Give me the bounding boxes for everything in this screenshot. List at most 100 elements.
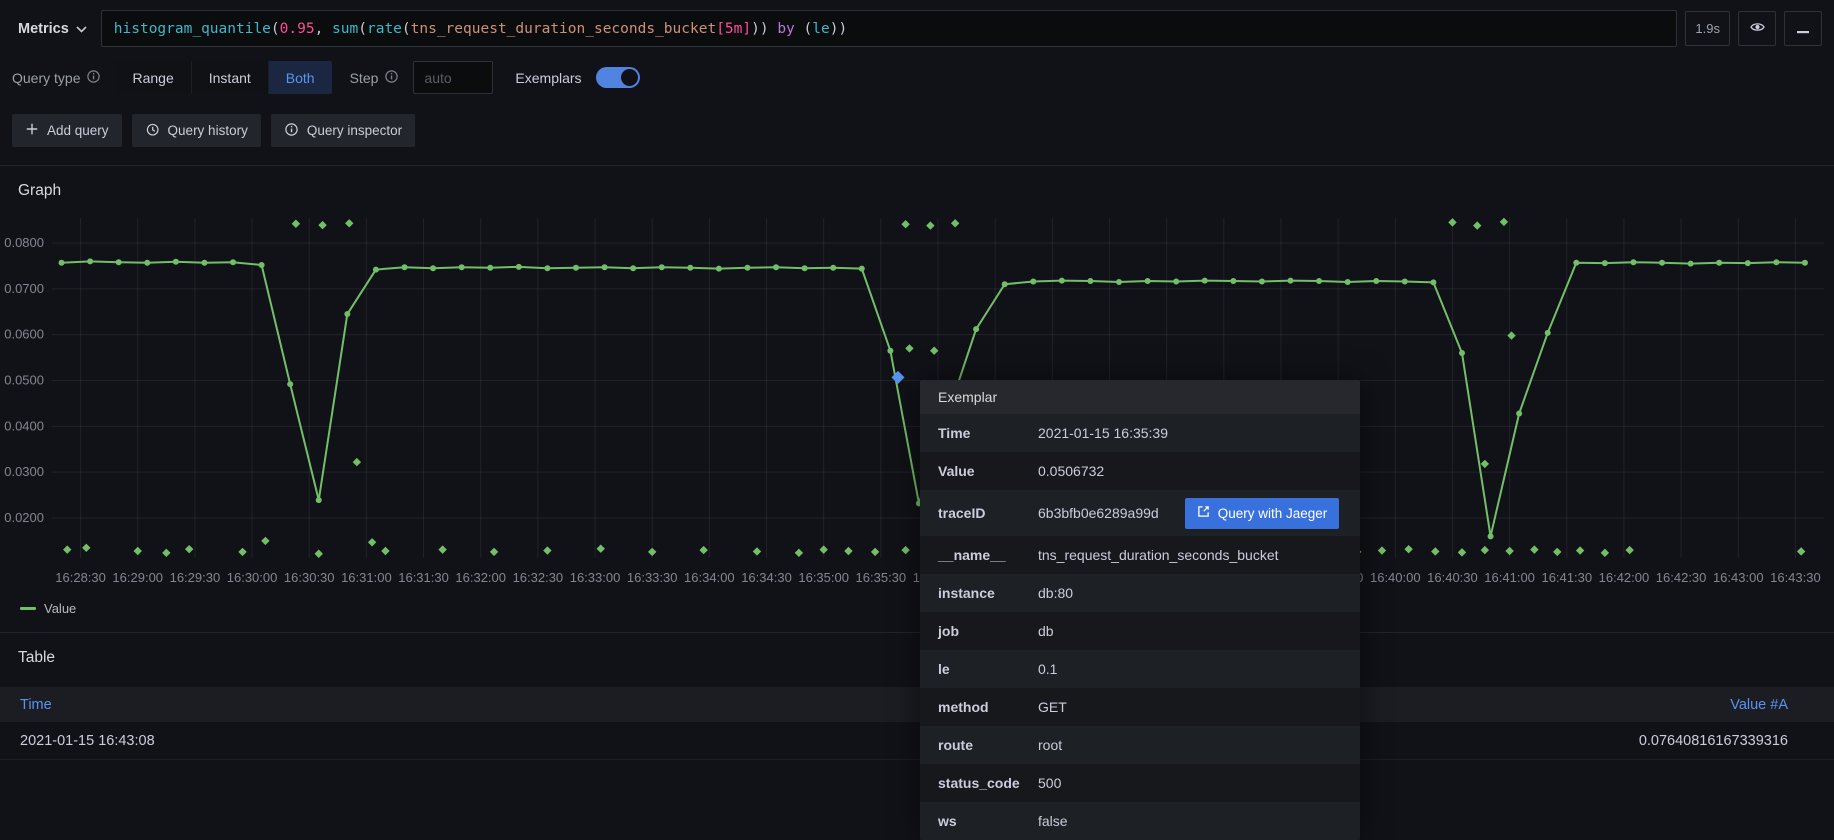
exemplar-field-label: traceID [938,505,986,521]
metrics-dropdown-label: Metrics [18,20,69,37]
graph-panel: Graph 16:28:30 16:29:00 16:29:30 16:30:00 16… [0,165,1834,632]
svg-text:16:32:30: 16:32:30 [513,570,564,585]
exemplar-field-label: __name__ [938,547,1006,563]
exemplar-field-label: le [938,661,950,677]
table-panel-title[interactable]: Table [18,649,56,666]
svg-text:16:31:00: 16:31:00 [341,570,392,585]
svg-text:0.0500: 0.0500 [4,373,44,388]
svg-text:16:35:00: 16:35:00 [798,570,849,585]
exemplar-field-label: method [938,699,989,715]
query-type-instant-button[interactable]: Instant [192,61,269,94]
svg-text:16:41:00: 16:41:00 [1484,570,1535,585]
query-with-jaeger-label: Query with Jaeger [1217,505,1328,521]
table-header-value[interactable]: Value #A [1730,696,1788,713]
exemplar-field-value: 2021-01-15 16:35:39 [1038,425,1168,441]
collapse-query-row-button[interactable] [1784,11,1822,46]
svg-text:16:30:00: 16:30:00 [227,570,278,585]
table-header-time[interactable]: Time [20,696,52,713]
query-inspector-label: Query inspector [306,123,403,138]
exemplar-field-row: Value 0.0506732 [920,452,1360,490]
exemplar-field-value: 500 [1038,775,1062,791]
svg-text:16:34:30: 16:34:30 [741,570,792,585]
eye-icon [1749,19,1766,38]
info-icon [284,122,299,140]
promql-query-input[interactable]: histogram_quantile(0.95, sum(rate(tns_re… [100,10,1678,47]
query-token: rate [366,20,402,37]
exemplar-field-label: route [938,737,973,753]
explore-actions-row: Add query Query history Query inspector [0,102,1834,165]
svg-text:16:40:30: 16:40:30 [1427,570,1478,585]
query-token: tns_request_duration_seconds_bucket [410,20,717,37]
exemplar-field-value: db:80 [1038,585,1074,601]
svg-text:16:33:30: 16:33:30 [627,570,678,585]
query-history-button[interactable]: Query history [131,114,261,147]
query-type-range-button[interactable]: Range [115,61,192,94]
info-icon[interactable] [86,69,101,87]
exemplar-field-value: db [1038,623,1054,639]
query-inspector-button[interactable]: Query inspector [270,114,416,147]
exemplar-field-row: status_code 500 [920,764,1360,802]
svg-text:16:29:30: 16:29:30 [170,570,221,585]
exemplar-field-row: ws false [920,802,1360,840]
query-type-label-group: Query type [12,69,101,87]
step-label-group: Step [350,69,400,87]
minus-icon [1797,21,1809,37]
legend-series-swatch [20,607,36,610]
svg-text:0.0700: 0.0700 [4,281,44,296]
exemplar-field-row: le 0.1 [920,650,1360,688]
chevron-down-icon [76,21,87,37]
exemplar-tooltip-title: Exemplar [920,380,1360,414]
query-token: , [314,20,333,37]
svg-text:0.0300: 0.0300 [4,464,44,479]
exemplar-field-label: status_code [938,775,1020,791]
exemplar-field-label: Value [938,463,975,479]
exemplar-field-label: ws [938,813,957,829]
query-token: ( [794,20,813,37]
exemplar-field-value: tns_request_duration_seconds_bucket [1038,547,1279,563]
query-history-label: Query history [167,123,248,138]
svg-text:16:41:30: 16:41:30 [1541,570,1592,585]
exemplar-field-row: __name__ tns_request_duration_seconds_buc… [920,536,1360,574]
exemplar-field-row: job db [920,612,1360,650]
graph-panel-title[interactable]: Graph [18,182,62,199]
svg-text:16:29:00: 16:29:00 [112,570,163,585]
query-token: ( [401,20,411,37]
exemplar-field-row: instance db:80 [920,574,1360,612]
table-cell-value: 0.07640816167339316 [1638,732,1788,749]
add-query-button[interactable]: Add query [12,114,122,147]
exemplar-field-label: job [938,623,959,639]
exemplars-toggle[interactable] [595,67,640,88]
add-query-label: Add query [47,123,109,138]
svg-text:16:35:30: 16:35:30 [856,570,907,585]
query-type-radio-group: Range Instant Both [115,61,332,94]
step-input[interactable] [413,61,494,94]
metrics-dropdown[interactable]: Metrics [12,10,93,47]
query-with-jaeger-button[interactable]: Query with Jaeger [1184,497,1340,529]
query-token: by [777,20,795,37]
exemplar-field-label: instance [938,585,995,601]
svg-text:16:28:30: 16:28:30 [55,570,106,585]
show-query-preview-button[interactable] [1738,11,1776,46]
legend-series-label: Value [44,601,77,616]
exemplar-field-row: method GET [920,688,1360,726]
graph-plot[interactable]: 16:28:30 16:29:00 16:29:30 16:30:00 16:30:30… [0,206,1834,596]
exemplar-field-row: Time 2021-01-15 16:35:39 [920,414,1360,452]
svg-text:16:34:00: 16:34:00 [684,570,735,585]
exemplar-tooltip-rows: Time 2021-01-15 16:35:39 Value 0.0506732 tra… [920,414,1360,840]
exemplar-tooltip: Exemplar Time 2021-01-15 16:35:39 Value 0.0… [920,380,1360,840]
plus-icon [25,122,39,139]
query-token: ( [358,20,367,37]
query-type-both-button[interactable]: Both [268,61,332,94]
query-type-label: Query type [12,69,81,86]
svg-text:16:31:30: 16:31:30 [398,570,449,585]
svg-text:16:30:30: 16:30:30 [284,570,335,585]
svg-text:0.0800: 0.0800 [4,235,44,250]
svg-text:16:42:30: 16:42:30 [1656,570,1707,585]
info-icon[interactable] [384,69,399,87]
legend-item-value[interactable]: Value [0,599,1834,632]
svg-text:16:43:30: 16:43:30 [1770,570,1821,585]
svg-text:16:32:00: 16:32:00 [455,570,506,585]
exemplar-field-row: route root [920,726,1360,764]
svg-text:16:40:00: 16:40:00 [1370,570,1421,585]
svg-text:0.0200: 0.0200 [4,510,44,525]
